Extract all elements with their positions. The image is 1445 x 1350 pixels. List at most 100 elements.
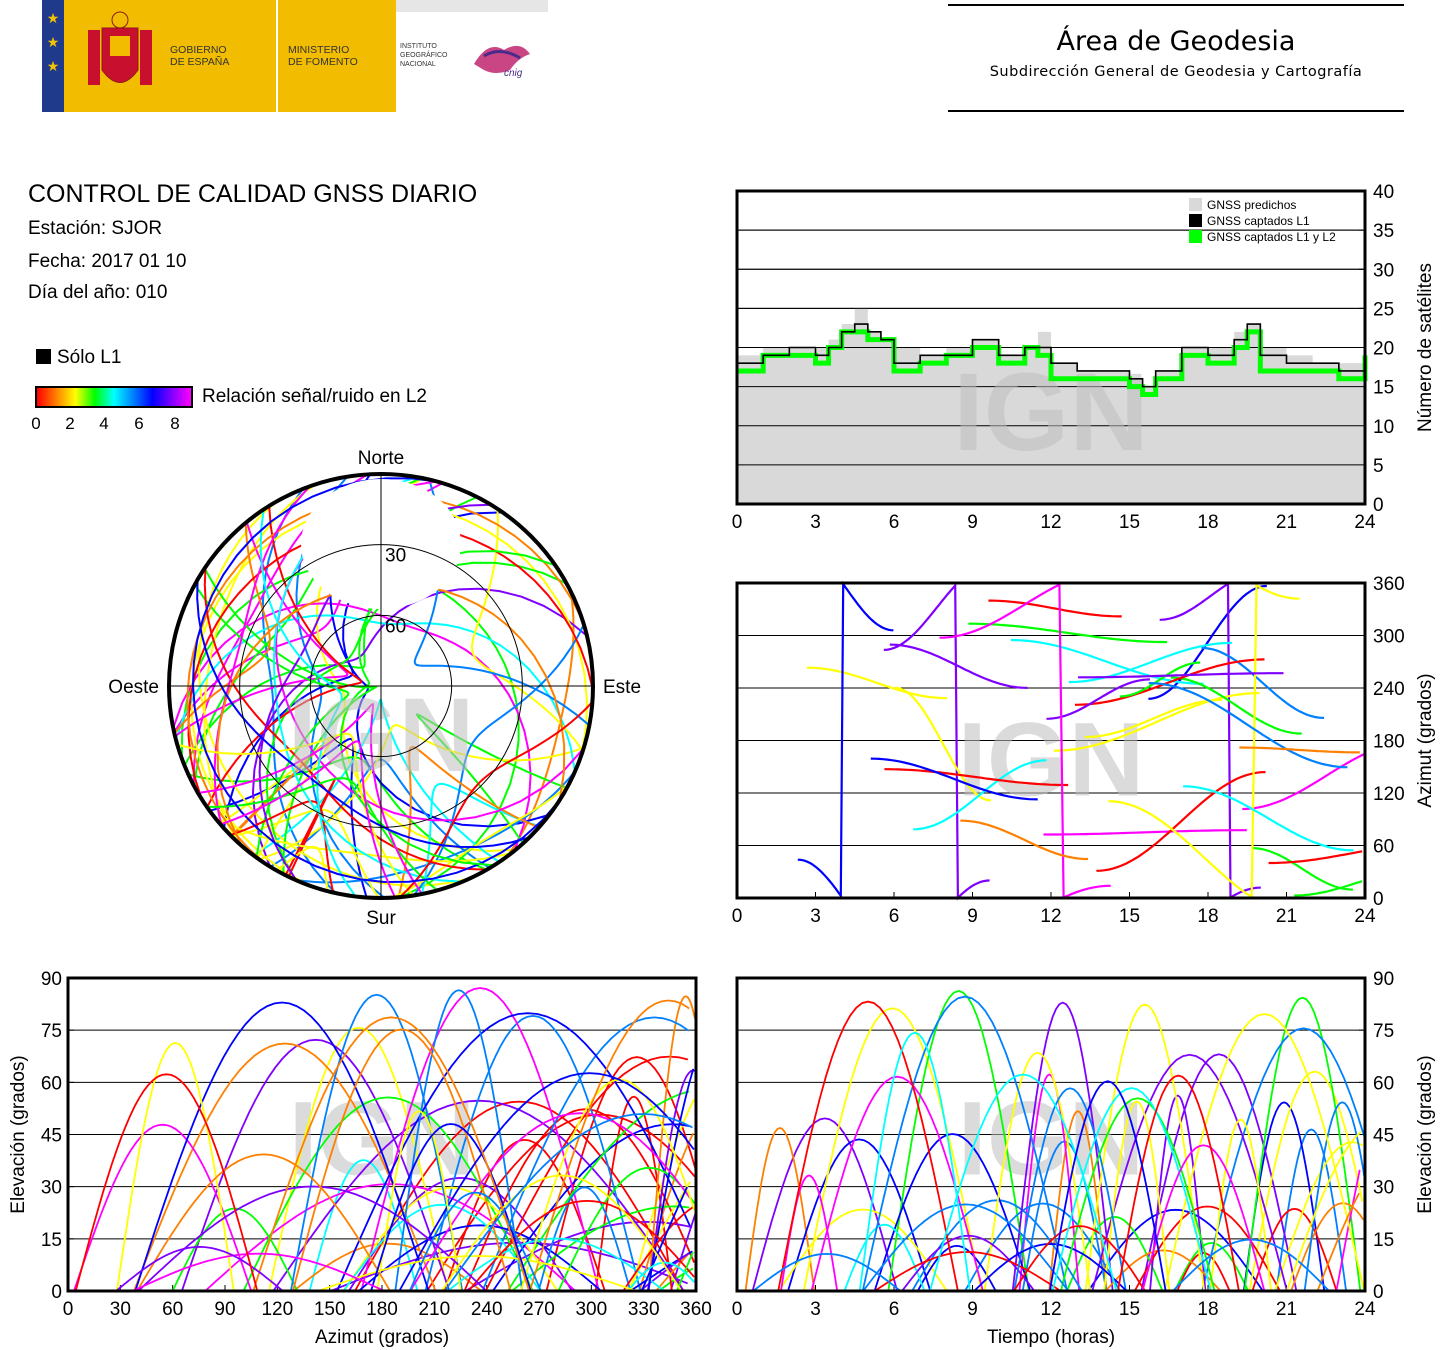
x-tick-label: 24 (1354, 1299, 1376, 1320)
east-label: Este (603, 677, 641, 698)
sky-track (399, 701, 594, 898)
satellite-track (1335, 1169, 1361, 1292)
sky-track (188, 756, 488, 871)
x-tick-label: 360 (680, 1299, 712, 1320)
satellite-track (308, 1159, 419, 1292)
satellite-track (360, 987, 600, 1292)
satellite-track (1294, 880, 1363, 897)
satellite-track (317, 1255, 637, 1292)
y-tick-label: 300 (1373, 627, 1405, 648)
satellite-track (639, 1252, 690, 1292)
west-label: Oeste (108, 677, 159, 698)
satellite-track (441, 1174, 683, 1292)
colorbar-tick: 2 (65, 414, 75, 433)
sky-track (415, 713, 568, 844)
satellite-track (1248, 1070, 1364, 1292)
snr-colorbar-label: Relación señal/ruido en L2 (202, 386, 427, 407)
legend-swatch (1189, 214, 1202, 227)
satellite-track (1239, 746, 1360, 754)
x-tick-label: 180 (366, 1299, 398, 1320)
x-tick-label: 24 (1354, 906, 1376, 927)
satellite-track (1170, 676, 1302, 735)
satellite-track (843, 1223, 926, 1292)
x-tick-label: 21 (1276, 906, 1297, 927)
sky-track (180, 563, 520, 898)
satellite-track (929, 1073, 1118, 1292)
satellite-track (1268, 850, 1363, 865)
satellite-track (858, 1031, 971, 1292)
satellite-track (409, 1112, 691, 1292)
x-tick-label: 18 (1197, 906, 1218, 927)
satellite-track (777, 1000, 959, 1292)
coat-of-arms-icon (88, 11, 152, 85)
y-tick-label: 0 (1373, 889, 1384, 910)
satellite-track (622, 1206, 694, 1292)
satellite-track (751, 1117, 898, 1292)
area-title: Área de Geodesia (1056, 26, 1296, 57)
satellite-track (426, 1113, 696, 1292)
satellite-track (1011, 1001, 1114, 1292)
azimuth-time-chart: 0 60 120 180 240 300 360 0 3 6 9 12 15 18 21 24 Azimut (… (732, 574, 1436, 927)
x-tick-label: 15 (1119, 1299, 1140, 1320)
x-axis-label: Azimut (grados) (315, 1327, 449, 1348)
y-tick-label: 45 (41, 1126, 62, 1147)
area-header: Área de Geodesia Subdirección General de… (948, 4, 1404, 112)
sky-track (203, 483, 317, 844)
x-tick-label: 90 (214, 1299, 235, 1320)
y-axis-label: Azimut (grados) (1415, 673, 1436, 807)
sky-track (206, 777, 439, 892)
satellite-track (132, 1252, 385, 1292)
satellite-track (1285, 1131, 1362, 1292)
satellite-track (787, 1138, 932, 1292)
satellite-track (1013, 1087, 1127, 1292)
satellite-track (136, 1153, 391, 1292)
y-tick-label: 0 (51, 1282, 62, 1303)
x-tick-label: 210 (418, 1299, 450, 1320)
y-tick-label: 15 (1373, 378, 1394, 399)
satellite-track (988, 599, 1122, 618)
south-label: Sur (366, 908, 396, 929)
x-tick-label: 0 (63, 1299, 74, 1320)
satellite-track (1048, 1080, 1167, 1292)
satellite-track (376, 1110, 462, 1292)
satellite-track (292, 1242, 482, 1292)
satellite-track (408, 1191, 542, 1292)
x-axis-label: Tiempo (horas) (987, 1327, 1115, 1348)
x-tick-label: 0 (732, 1299, 743, 1320)
x-tick-label: 0 (732, 906, 743, 927)
y-tick-label: 60 (1373, 837, 1394, 858)
satellite-track (1183, 785, 1354, 852)
y-axis-label: Número de satélites (1415, 263, 1436, 432)
y-tick-label: 10 (1373, 417, 1394, 438)
legend-l1-label: Sólo L1 (57, 347, 122, 368)
x-tick-label: 6 (889, 906, 900, 927)
satellite-track (806, 666, 947, 700)
satellite-track (443, 1138, 606, 1292)
satellite-track (640, 1186, 688, 1292)
x-tick-label: 18 (1197, 1299, 1218, 1320)
plot-border (735, 581, 1367, 900)
cnig-label: cnig (504, 68, 523, 79)
satellite-track (354, 1100, 685, 1292)
satellite-track (1096, 771, 1266, 872)
satellite-track (1053, 691, 1260, 752)
satellite-track (1243, 996, 1362, 1292)
x-tick-label: 12 (1040, 512, 1061, 533)
x-tick-label: 60 (162, 1299, 183, 1320)
satellite-track (1148, 682, 1348, 769)
satellite-track (115, 1245, 284, 1292)
satellite-track (292, 1028, 512, 1292)
satellite-track (778, 1208, 948, 1292)
x-tick-label: 240 (471, 1299, 503, 1320)
x-tick-label: 12 (1040, 1299, 1061, 1320)
satellite-track (343, 1186, 559, 1292)
satellite-track (1251, 847, 1353, 891)
date-label: Fecha: 2017 01 10 (28, 251, 187, 272)
satellite-track (116, 1042, 235, 1292)
colorbar-tick: 8 (170, 414, 180, 433)
star-icon: ★ (46, 35, 60, 51)
legend-label: GNSS captados L1 (1207, 214, 1310, 228)
satellite-track (1074, 658, 1265, 706)
legend-swatch (1189, 230, 1202, 243)
